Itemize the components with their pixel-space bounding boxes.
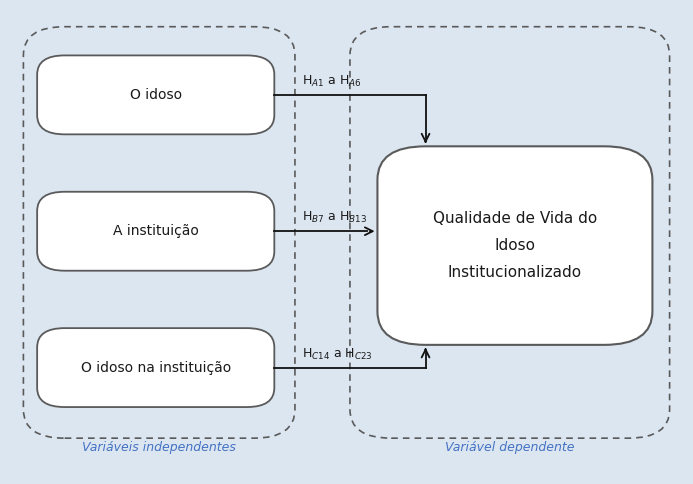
Text: O idoso na instituição: O idoso na instituição [80,361,231,375]
Text: A instituição: A instituição [113,224,199,238]
Text: Variáveis independentes: Variáveis independentes [82,440,236,454]
Text: H$_{B7}$ a H$_{B13}$: H$_{B7}$ a H$_{B13}$ [302,211,367,226]
Text: Variável dependente: Variável dependente [445,440,574,454]
Text: O idoso: O idoso [130,88,182,102]
FancyBboxPatch shape [24,27,295,438]
FancyBboxPatch shape [37,328,274,407]
FancyBboxPatch shape [37,55,274,135]
FancyBboxPatch shape [378,146,652,345]
Text: Qualidade de Vida do
Idoso
Institucionalizado: Qualidade de Vida do Idoso Institucional… [433,211,597,280]
FancyBboxPatch shape [37,192,274,271]
Text: H$_{C14}$ a H$_{C23}$: H$_{C14}$ a H$_{C23}$ [302,347,373,362]
Text: H$_{A1}$ a H$_{A6}$: H$_{A1}$ a H$_{A6}$ [302,74,361,89]
FancyBboxPatch shape [350,27,669,438]
